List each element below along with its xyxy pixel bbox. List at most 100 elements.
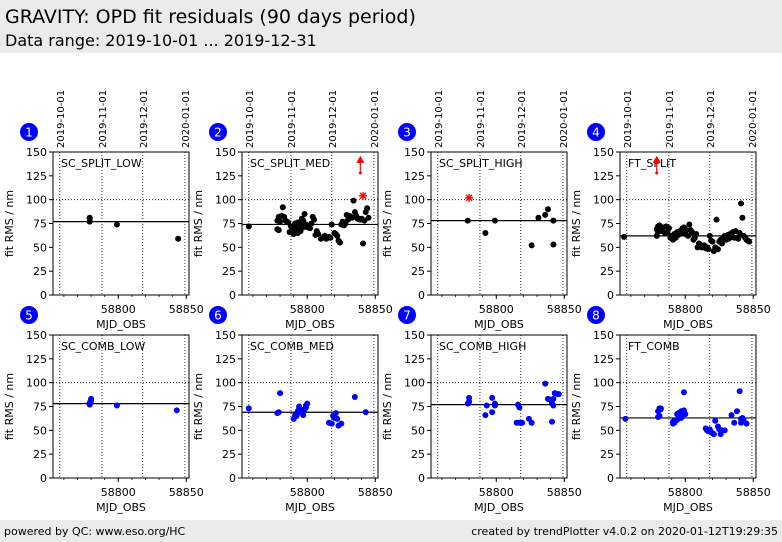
panel-number-label: 7 [403, 309, 411, 323]
y-tick-label: 100 [593, 194, 614, 207]
data-point [710, 431, 717, 438]
panel-3: 3 0 25 50 75 100 125 150 fit RMS / nm 58800 58850 M… [381, 90, 582, 331]
x-axis-label: MJD_OBS [663, 318, 713, 331]
data-point [693, 230, 700, 237]
data-point [464, 217, 471, 224]
axes-frame [430, 334, 568, 479]
x-tick-label: 58800 [479, 486, 514, 499]
panel-number-badge [587, 123, 605, 141]
footer-created-by: created by trendPlotter v4.0.2 on 2020-0… [471, 525, 778, 538]
data-point [482, 412, 489, 419]
y-tick-label: 75 [222, 401, 236, 414]
data-point [245, 223, 252, 230]
x-tick-label: 58850 [169, 303, 204, 316]
x-tick-label: 58850 [358, 486, 393, 499]
axes-frame [619, 334, 757, 479]
data-point [113, 402, 120, 409]
axes-frame [241, 334, 379, 479]
y-tick-label: 125 [593, 353, 614, 366]
y-tick-label: 25 [33, 448, 47, 461]
y-tick-label: 150 [26, 146, 47, 159]
y-tick-label: 75 [600, 401, 614, 414]
data-point [336, 239, 343, 246]
data-point [173, 407, 180, 414]
y-axis-label: fit RMS / nm [381, 190, 394, 257]
top-date-label: 2020-01-01 [559, 90, 570, 148]
data-point [665, 225, 672, 232]
top-date-label: 2019-12-01 [517, 90, 528, 148]
data-point [719, 240, 725, 247]
y-tick-label: 50 [600, 424, 614, 437]
axes-frame [52, 334, 190, 479]
data-point [365, 214, 372, 221]
data-point [277, 218, 284, 225]
data-point [736, 388, 743, 395]
x-tick-label: 58850 [736, 486, 771, 499]
y-tick-label: 0 [607, 289, 614, 302]
top-date-label: 2019-10-01 [623, 90, 634, 148]
panel-number-label: 3 [403, 126, 411, 140]
data-point [489, 394, 496, 401]
x-tick-label: 58850 [547, 486, 582, 499]
top-date-label: 2019-10-01 [56, 90, 67, 148]
panel-6: 6 0 25 50 75 100 125 150 fit RMS / nm 58800 58850 M… [192, 306, 393, 514]
panel-2: 2 0 25 50 75 100 125 150 fit RMS / nm 58800 58850 M… [192, 90, 393, 331]
data-point [728, 412, 735, 419]
panel-title: SC_SPLIT_MED [250, 157, 330, 170]
data-point [88, 395, 95, 402]
data-point [705, 246, 712, 253]
x-axis-label: MJD_OBS [96, 318, 146, 331]
y-tick-label: 0 [229, 472, 236, 485]
x-tick-label: 58800 [479, 303, 514, 316]
x-axis-label: MJD_OBS [663, 501, 713, 514]
data-point [622, 415, 629, 422]
data-point [713, 216, 720, 223]
x-tick-label: 58800 [101, 486, 136, 499]
data-point [350, 197, 357, 204]
data-point [738, 200, 745, 207]
data-point [550, 402, 557, 409]
y-axis-label: fit RMS / nm [570, 190, 583, 257]
data-point [327, 234, 334, 241]
y-tick-label: 50 [33, 241, 47, 254]
y-axis-label: fit RMS / nm [192, 190, 205, 257]
data-point [549, 418, 556, 425]
top-date-label: 2019-11-01 [665, 90, 676, 148]
y-tick-label: 150 [404, 146, 425, 159]
top-date-label: 2019-12-01 [706, 90, 717, 148]
panel-number-badge [587, 306, 605, 324]
data-point [528, 242, 535, 249]
data-point [542, 211, 549, 218]
data-point [483, 402, 490, 409]
data-point [86, 214, 93, 221]
panel-7: 7 0 25 50 75 100 125 150 fit RMS / nm 58800 58850 M… [381, 306, 582, 514]
y-tick-label: 100 [593, 377, 614, 390]
data-point [328, 221, 335, 228]
y-tick-label: 75 [411, 401, 425, 414]
axes-frame [52, 151, 190, 296]
arrow-head [652, 155, 661, 163]
data-point [682, 411, 689, 418]
data-point [311, 216, 318, 223]
y-tick-label: 50 [33, 424, 47, 437]
data-point [621, 233, 628, 240]
y-tick-label: 100 [26, 194, 47, 207]
x-axis-label: MJD_OBS [96, 501, 146, 514]
panel-number-label: 8 [592, 309, 600, 323]
data-point [279, 204, 286, 211]
data-point [328, 420, 335, 427]
data-point [714, 246, 721, 253]
data-point [275, 227, 282, 234]
data-point [657, 405, 664, 412]
y-tick-label: 125 [404, 170, 425, 183]
outlier-marker [359, 191, 368, 200]
y-tick-label: 0 [418, 472, 425, 485]
y-tick-label: 0 [40, 289, 47, 302]
report-title: GRAVITY: OPD fit residuals (90 days peri… [5, 6, 416, 28]
x-tick-label: 58800 [101, 303, 136, 316]
panel-number-badge [209, 306, 227, 324]
data-point [706, 232, 713, 239]
y-tick-label: 150 [26, 329, 47, 342]
y-tick-label: 75 [411, 218, 425, 231]
